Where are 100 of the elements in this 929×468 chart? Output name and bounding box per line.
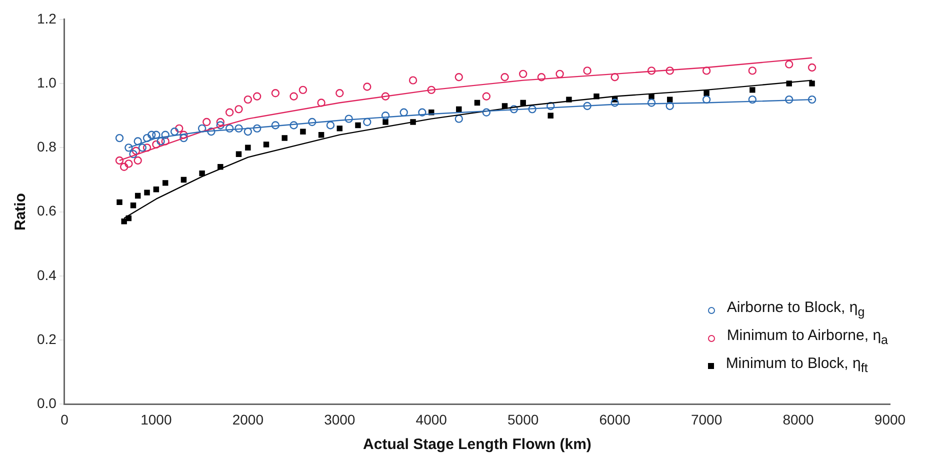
point <box>156 137 165 146</box>
point <box>610 98 619 107</box>
x-tick-label: 2000 <box>232 411 264 428</box>
point <box>225 124 234 133</box>
point <box>666 66 674 75</box>
point <box>748 66 757 75</box>
point <box>290 121 298 130</box>
y-tick-label: 0.0 <box>36 395 57 412</box>
point <box>300 128 306 134</box>
point <box>808 63 816 72</box>
point <box>175 124 184 133</box>
point <box>748 95 757 104</box>
x-tick-label: 9000 <box>874 411 906 428</box>
point <box>518 70 528 78</box>
point <box>216 118 224 126</box>
point <box>363 82 372 91</box>
point <box>138 144 147 152</box>
x-tick-label: 4000 <box>416 411 448 428</box>
point <box>236 151 242 157</box>
point <box>244 128 252 136</box>
point <box>408 76 418 84</box>
point <box>418 108 426 116</box>
point <box>647 98 656 107</box>
y-tick-label: 1.0 <box>36 74 57 90</box>
point <box>308 118 316 126</box>
point <box>702 66 711 75</box>
point <box>666 102 674 110</box>
point <box>474 100 480 106</box>
point <box>120 162 128 172</box>
point <box>162 180 168 186</box>
legend-label: Minimum to Airborne, η$_{a}$ <box>726 326 888 349</box>
point <box>124 144 133 152</box>
point <box>809 80 815 86</box>
point <box>355 122 361 128</box>
x-tick-label: 7000 <box>690 411 722 428</box>
x-tick-label: 3000 <box>324 411 356 428</box>
point <box>363 118 372 126</box>
point <box>786 80 792 86</box>
point <box>750 87 756 93</box>
point <box>336 89 344 98</box>
point <box>583 102 592 110</box>
point <box>130 202 136 208</box>
point <box>199 170 205 176</box>
point <box>115 134 124 142</box>
point <box>317 98 326 107</box>
point <box>152 140 160 149</box>
point <box>180 134 188 142</box>
point <box>548 112 554 118</box>
point <box>116 199 122 206</box>
point <box>454 114 463 123</box>
point <box>134 192 141 199</box>
legend-label: Minimum to Block, η$_{ft}$ <box>726 354 868 377</box>
point <box>142 134 152 142</box>
y-tick-label: 0.2 <box>36 330 57 347</box>
point <box>336 126 343 132</box>
point <box>245 144 251 151</box>
point <box>121 218 127 224</box>
point <box>252 92 262 100</box>
point <box>520 100 526 106</box>
point <box>271 89 280 98</box>
point <box>161 137 170 146</box>
point <box>271 121 280 130</box>
point <box>566 96 572 102</box>
point <box>115 156 124 165</box>
point <box>129 150 138 158</box>
point <box>218 164 224 170</box>
point <box>666 96 673 102</box>
y-tick-label: 0.6 <box>36 202 57 219</box>
x-axis-title: Actual Stage Length Flown (km) <box>363 436 592 454</box>
point <box>326 121 335 130</box>
legend-label: Airborne to Block, η$_{g}$ <box>726 298 865 321</box>
y-tick-label: 1.2 <box>36 10 57 26</box>
point <box>454 73 463 82</box>
point <box>244 95 252 104</box>
point <box>142 144 152 152</box>
point <box>500 73 509 82</box>
point <box>610 73 619 82</box>
point <box>234 124 243 133</box>
point <box>263 142 270 148</box>
point <box>225 108 234 116</box>
point <box>528 105 536 114</box>
point <box>207 128 216 136</box>
point <box>704 90 710 96</box>
point <box>482 92 491 100</box>
point <box>785 60 794 68</box>
point <box>318 132 324 138</box>
point <box>234 105 243 114</box>
point <box>556 70 564 78</box>
point <box>216 121 224 130</box>
point <box>153 186 160 192</box>
point <box>482 108 491 116</box>
point <box>583 66 592 75</box>
point <box>134 137 142 146</box>
x-tick-label: 8000 <box>782 411 814 428</box>
point <box>290 92 298 100</box>
point <box>180 176 187 183</box>
point <box>647 66 656 75</box>
point <box>198 124 206 133</box>
point <box>427 86 436 94</box>
x-tick-label: 6000 <box>599 411 631 428</box>
